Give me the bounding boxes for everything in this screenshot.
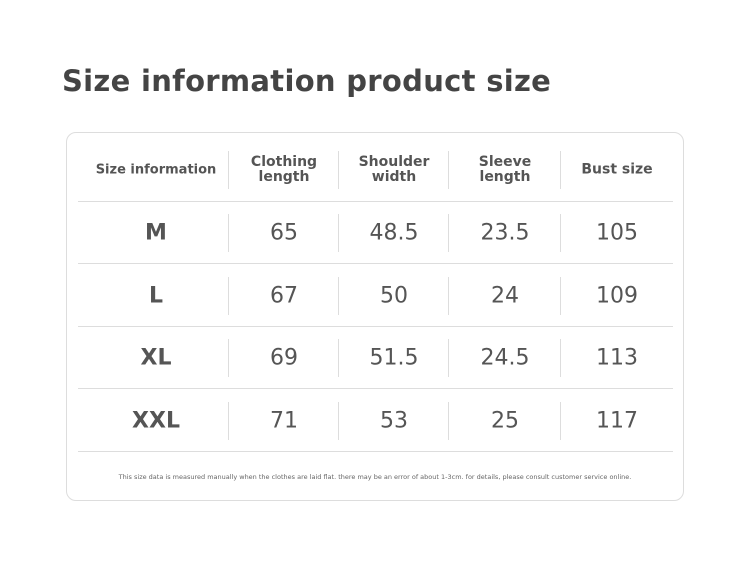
column-divider: [228, 277, 229, 315]
row-divider: [78, 388, 673, 389]
size-value: 51.5: [369, 345, 419, 371]
size-value: 67: [270, 283, 298, 309]
column-divider: [448, 214, 449, 252]
size-value: 113: [596, 345, 638, 371]
column-divider: [338, 277, 339, 315]
column-divider: [448, 277, 449, 315]
title: Size information product size: [62, 64, 552, 98]
column-divider: [338, 214, 339, 252]
size-value: 24: [491, 283, 519, 309]
column-header: Bust size: [581, 161, 653, 178]
size-label: L: [148, 283, 164, 309]
size-label: XXL: [132, 408, 180, 434]
column-divider: [560, 214, 561, 252]
column-divider: [228, 402, 229, 440]
row-divider: [78, 201, 673, 202]
column-divider: [338, 151, 339, 189]
size-value: 24.5: [480, 345, 530, 371]
table-card: [66, 132, 684, 501]
size-value: 48.5: [369, 220, 419, 246]
column-divider: [448, 402, 449, 440]
column-divider: [448, 151, 449, 189]
column-header: Clothing length: [250, 154, 318, 185]
row-divider: [78, 326, 673, 327]
size-value: 71: [270, 408, 298, 434]
column-divider: [228, 151, 229, 189]
column-divider: [560, 277, 561, 315]
size-value: 50: [380, 283, 408, 309]
size-value: 109: [596, 283, 638, 309]
size-value: 105: [596, 220, 638, 246]
size-value: 69: [270, 345, 298, 371]
column-divider: [228, 339, 229, 377]
column-divider: [338, 402, 339, 440]
column-header: Shoulder width: [358, 154, 430, 185]
column-divider: [338, 339, 339, 377]
row-divider: [78, 451, 673, 452]
column-header: Size information: [95, 162, 217, 178]
column-divider: [228, 214, 229, 252]
column-divider: [448, 339, 449, 377]
size-label: XL: [140, 345, 172, 371]
column-divider: [560, 339, 561, 377]
size-value: 65: [270, 220, 298, 246]
note: This size data is measured manually when…: [118, 473, 632, 481]
row-divider: [78, 263, 673, 264]
size-value: 53: [380, 408, 408, 434]
column-divider: [560, 402, 561, 440]
size-value: 117: [596, 408, 638, 434]
size-value: 25: [491, 408, 519, 434]
column-divider: [560, 151, 561, 189]
size-label: M: [145, 220, 167, 246]
size-value: 23.5: [480, 220, 530, 246]
column-header: Sleeve length: [478, 154, 532, 185]
